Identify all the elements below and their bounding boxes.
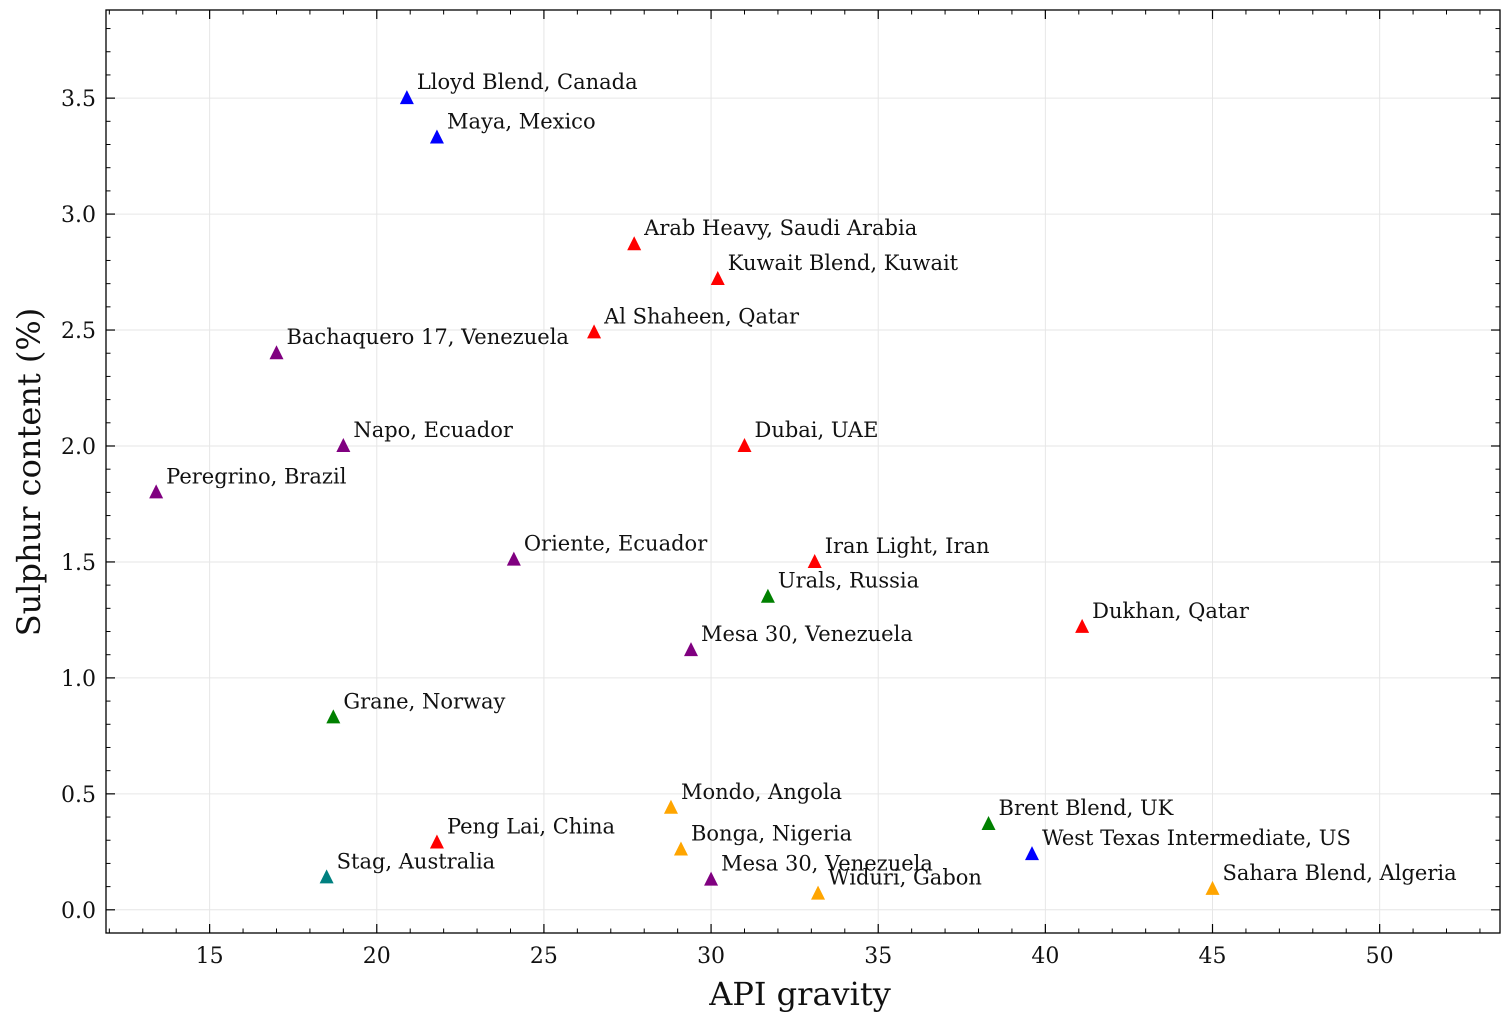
data-point-label: Bonga, Nigeria [691, 822, 852, 846]
data-point-label: Al Shaheen, Qatar [603, 304, 800, 328]
data-point-label: Widuri, Gabon [828, 866, 982, 890]
x-tick-label: 40 [1031, 944, 1059, 969]
data-point-marker [506, 551, 521, 566]
data-point-label: Stag, Australia [337, 849, 496, 873]
data-point-label: Grane, Norway [343, 689, 505, 713]
data-point-marker [587, 324, 602, 339]
data-point-label: Urals, Russia [778, 569, 919, 593]
data-point-marker [429, 129, 444, 144]
y-tick-label: 1.5 [61, 551, 96, 576]
data-point-marker [737, 437, 752, 452]
data-point-marker [760, 588, 775, 603]
y-tick-label: 3.0 [61, 203, 96, 228]
data-point-label: Sahara Blend, Algeria [1223, 861, 1457, 885]
y-tick-label: 2.5 [61, 319, 96, 344]
data-point-label: Lloyd Blend, Canada [417, 70, 638, 94]
y-tick-label: 3.5 [61, 87, 96, 112]
data-point-label: Peng Lai, China [447, 815, 615, 839]
y-tick-label: 1.0 [61, 667, 96, 692]
data-point-marker [1024, 846, 1039, 861]
x-tick-label: 30 [697, 944, 725, 969]
data-point-marker [319, 869, 334, 884]
x-tick-label: 25 [530, 944, 558, 969]
y-tick-label: 2.0 [61, 435, 96, 460]
y-tick-label: 0.0 [61, 899, 96, 924]
data-point-marker [673, 841, 688, 856]
data-point-marker [627, 236, 642, 251]
data-point-label: Napo, Ecuador [353, 418, 514, 442]
data-point-marker [326, 709, 341, 724]
data-point-marker [807, 553, 822, 568]
data-point-marker [399, 90, 414, 105]
point-labels: Lloyd Blend, Canada Maya, Mexico Arab Heav… [166, 70, 1456, 889]
data-point-label: Oriente, Ecuador [524, 532, 708, 556]
data-point-label: West Texas Intermediate, US [1042, 826, 1351, 850]
x-tick-label: 15 [196, 944, 224, 969]
data-point-marker [1205, 880, 1220, 895]
data-point-label: Brent Blend, UK [999, 796, 1174, 820]
data-point-marker [1075, 618, 1090, 633]
data-point-marker [269, 345, 284, 360]
x-tick-label: 45 [1199, 944, 1227, 969]
data-point-marker [429, 834, 444, 849]
data-point-label: Mesa 30, Venezuela [721, 852, 933, 876]
data-point-label: Dukhan, Qatar [1092, 599, 1250, 623]
data-point-label: Bachaquero 17, Venezuela [286, 325, 568, 349]
grid [106, 10, 1500, 933]
data-point-label: Dubai, UAE [754, 418, 878, 442]
data-point-label: Mesa 30, Venezuela [701, 622, 913, 646]
data-point-label: Maya, Mexico [447, 110, 596, 134]
data-point-marker [704, 871, 719, 886]
data-point-label: Peregrino, Brazil [166, 464, 347, 488]
data-point-label: Iran Light, Iran [825, 534, 990, 558]
x-tick-label: 35 [864, 944, 892, 969]
data-point-marker [149, 484, 164, 499]
data-point-label: Arab Heavy, Saudi Arabia [643, 216, 917, 240]
data-point-marker [710, 271, 725, 286]
x-axis-title: API gravity [708, 975, 891, 1013]
x-tick-label: 50 [1366, 944, 1394, 969]
plot-frame [105, 9, 1501, 934]
y-axis-title: Sulphur content (%) [10, 308, 48, 637]
tick-labels: 15 20 25 30 35 40 45 50 0.0 0.5 1.0 1.5 2.0 2.5 3.0 3.5 [61, 87, 1394, 969]
data-point-label: Kuwait Blend, Kuwait [728, 251, 959, 275]
data-point-marker [336, 437, 351, 452]
data-point-marker [811, 885, 826, 900]
axis-ticks [106, 10, 1500, 934]
data-point-marker [684, 642, 699, 657]
data-points [149, 90, 1220, 900]
x-tick-label: 20 [363, 944, 391, 969]
data-point-label: Mondo, Angola [681, 780, 842, 804]
data-point-marker [663, 799, 678, 814]
y-tick-label: 0.5 [61, 783, 96, 808]
data-point-marker [981, 816, 996, 831]
